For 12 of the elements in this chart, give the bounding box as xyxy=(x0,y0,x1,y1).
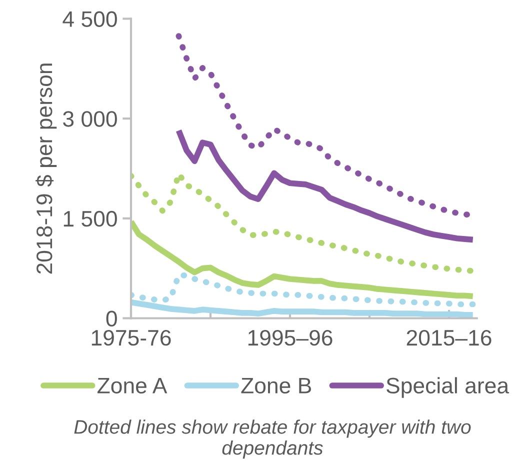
y-tick-label: 3 000 xyxy=(63,111,117,127)
legend-label: Special area xyxy=(386,377,510,398)
x-tick-label: 2015–16 xyxy=(406,330,492,346)
x-tick-label: 1975-76 xyxy=(92,330,171,346)
y-axis-title: 2018-19 $ per person xyxy=(36,64,57,274)
y-tick-label: 0 xyxy=(106,310,117,327)
x-tick-label: 1995–96 xyxy=(248,330,332,346)
y-tick-label: 4 500 xyxy=(62,11,117,27)
text: Dotted lines show rebate for taxpayer with two dependants xyxy=(74,420,471,459)
legend-label: Zone B xyxy=(241,378,312,394)
y-tick-label: 1 500 xyxy=(64,210,117,227)
legend-label: Zone A xyxy=(97,378,168,394)
